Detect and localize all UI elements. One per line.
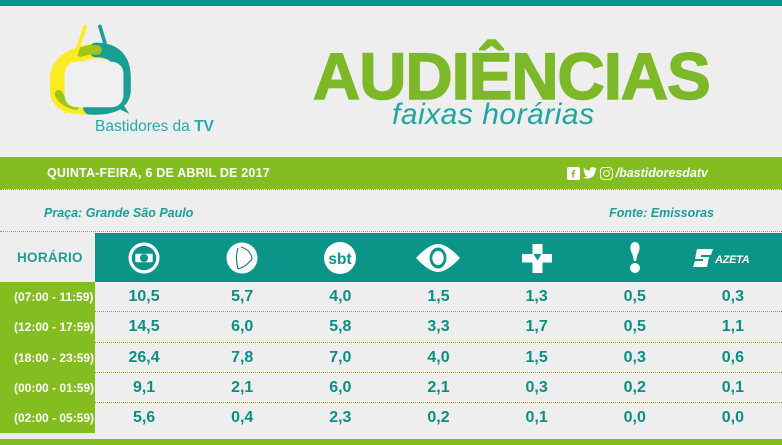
svg-text:sbt: sbt	[329, 251, 352, 268]
svg-text:AZETA: AZETA	[714, 254, 750, 266]
